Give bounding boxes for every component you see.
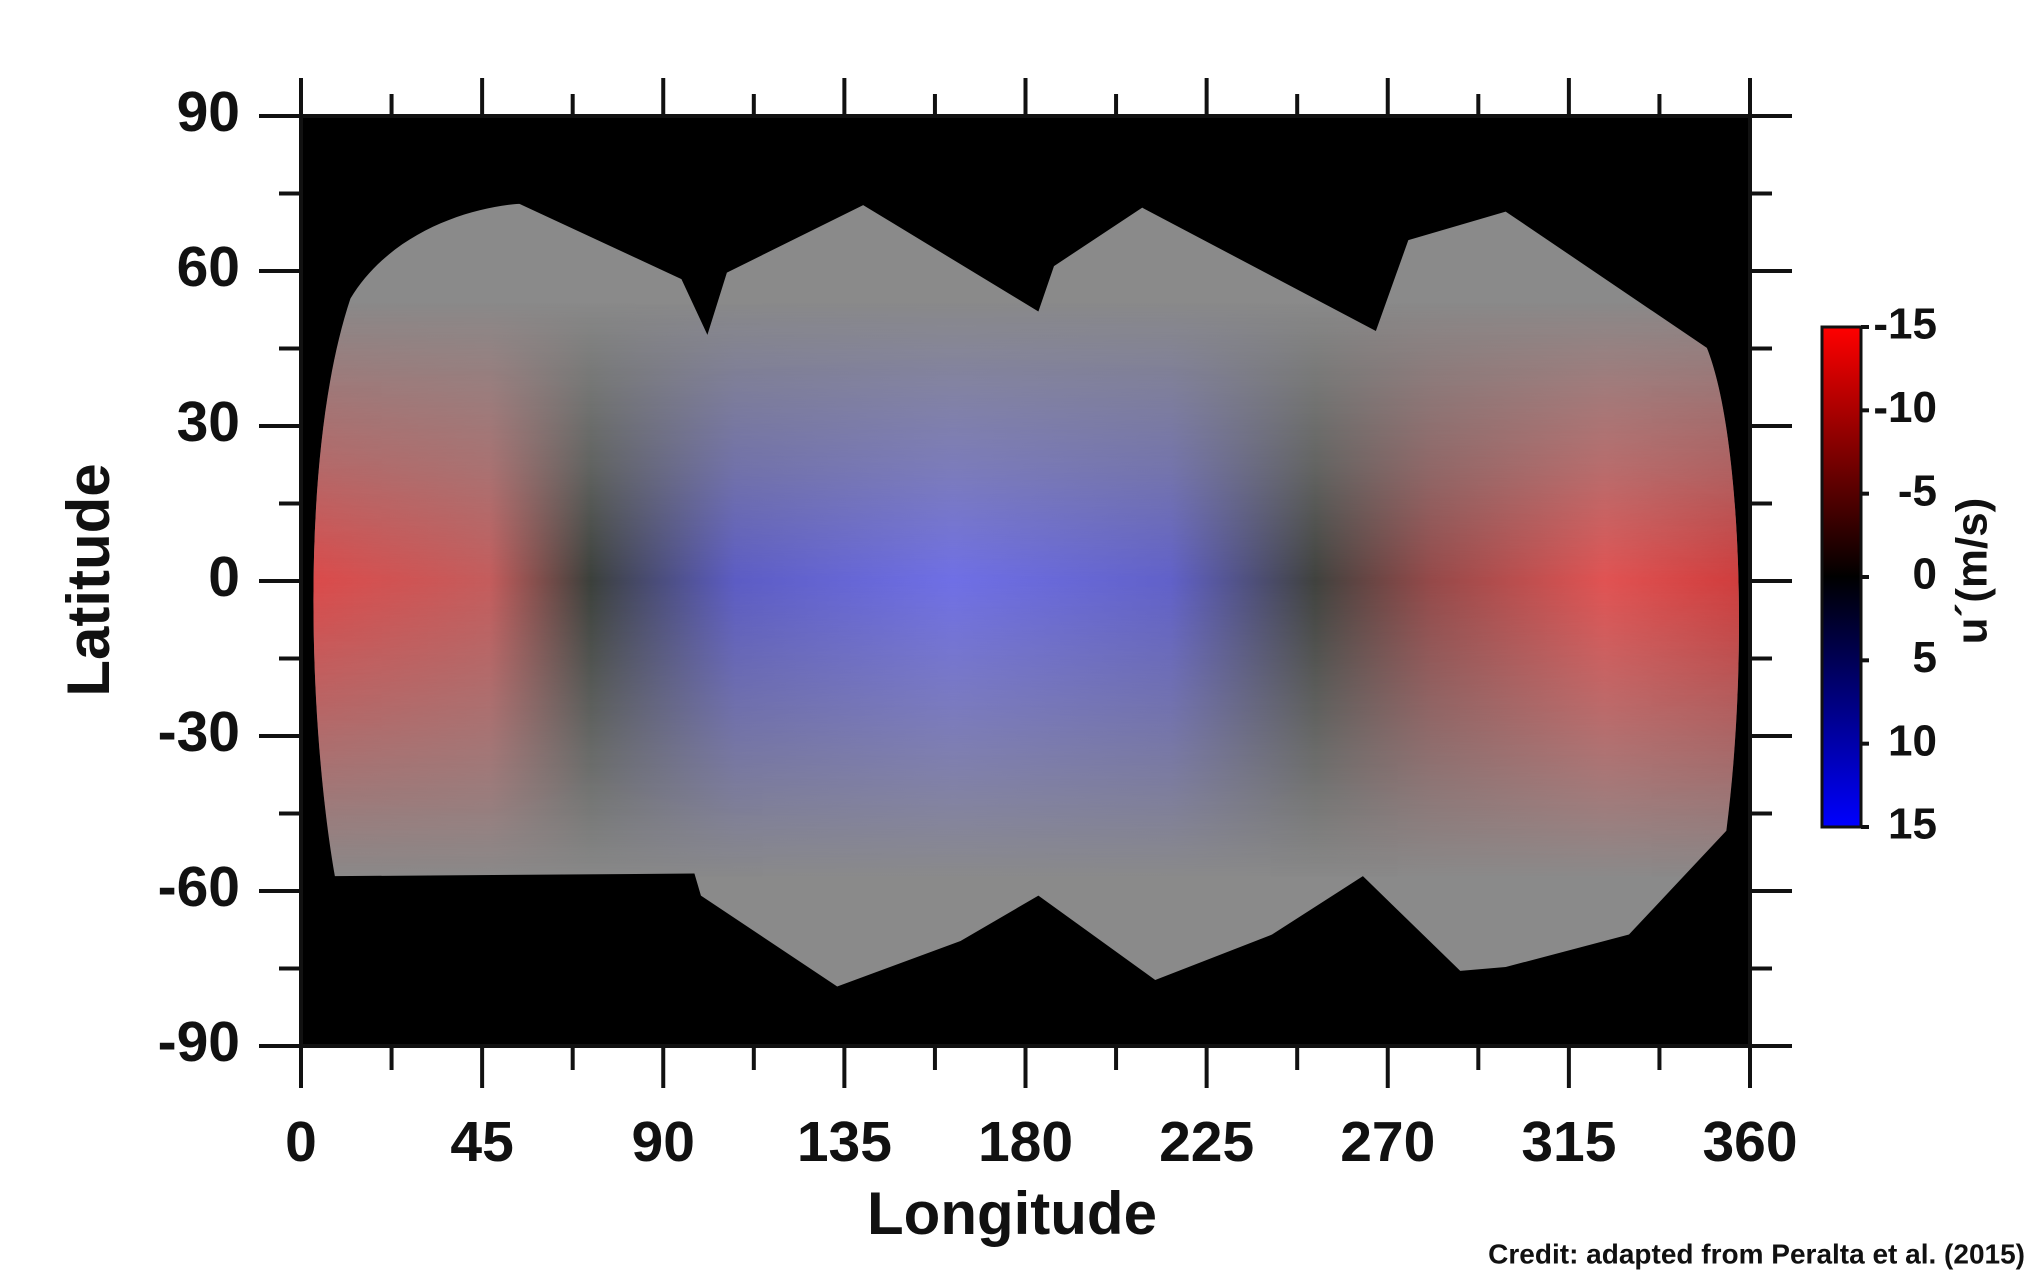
y-tick-label: 90 <box>177 80 240 144</box>
colorbar-tick-label: 10 <box>1888 716 1937 765</box>
y-axis-label: Latitude <box>55 463 122 696</box>
x-tick-label: 225 <box>1159 1110 1254 1174</box>
colorbar-tick-label: -10 <box>1873 383 1937 432</box>
y-tick-label: 30 <box>177 390 240 454</box>
x-tick-label: 360 <box>1702 1110 1797 1174</box>
colorbar-tick-label: -5 <box>1898 466 1937 515</box>
y-tick-label: 0 <box>208 545 240 609</box>
colorbar-tick-label: -15 <box>1873 300 1937 349</box>
credit: Credit: adapted from Peralta et al. (201… <box>1488 1238 2025 1269</box>
y-tick-label: 60 <box>177 235 240 299</box>
x-tick-label: 90 <box>632 1110 695 1174</box>
colorbar-tick-label: 15 <box>1888 800 1937 849</box>
y-tick-label: -30 <box>158 700 240 764</box>
map-image <box>301 115 1750 1047</box>
x-tick-label: 270 <box>1340 1110 1435 1174</box>
x-axis-label: Longitude <box>867 1180 1157 1247</box>
x-tick-label: 0 <box>285 1110 317 1174</box>
x-tick-label: 135 <box>797 1110 892 1174</box>
x-tick-label: 45 <box>450 1110 513 1174</box>
y-tick-label: -60 <box>158 855 240 919</box>
colorbar-tick-label: 0 <box>1913 550 1937 599</box>
x-tick-label: 315 <box>1521 1110 1616 1174</box>
x-tick-label: 180 <box>978 1110 1073 1174</box>
y-tick-label: -90 <box>158 1010 240 1074</box>
colorbar-label: u´(m/s) <box>1948 498 1997 645</box>
colorbar <box>1820 325 1863 829</box>
colorbar-tick-label: 5 <box>1913 633 1937 682</box>
